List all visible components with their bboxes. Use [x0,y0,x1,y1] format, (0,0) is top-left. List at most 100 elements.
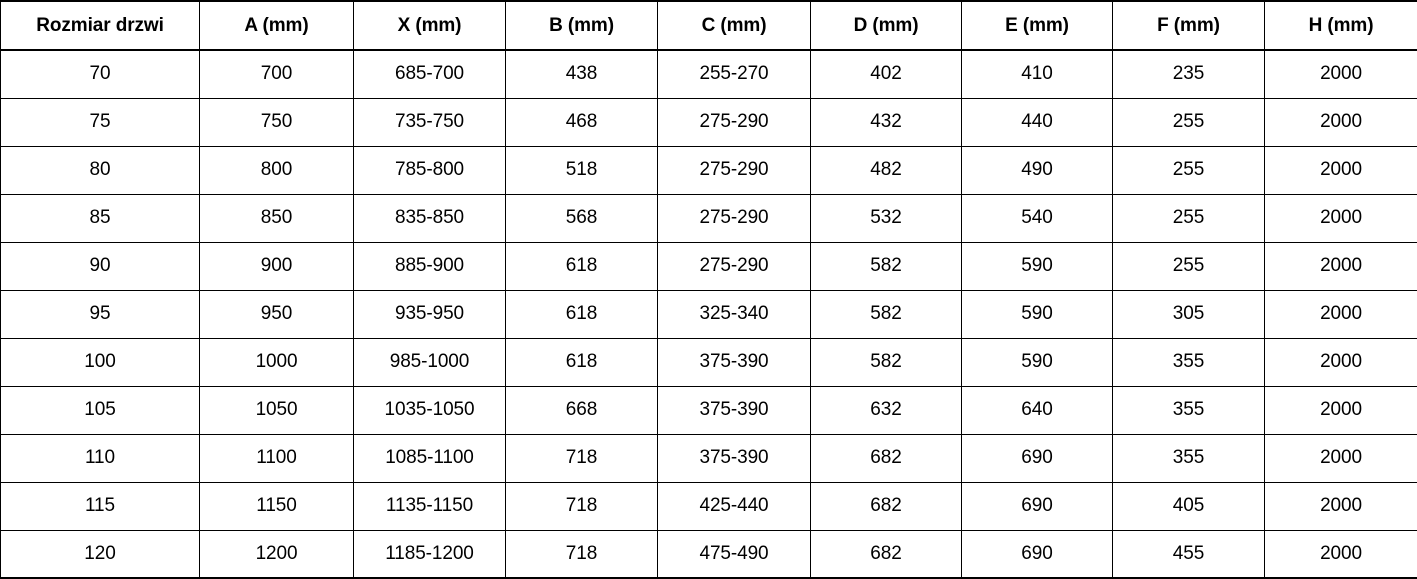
cell-size: 80 [1,146,200,194]
cell-c: 425-440 [658,482,811,530]
cell-x: 685-700 [354,50,506,98]
cell-e: 540 [962,194,1113,242]
cell-x: 1185-1200 [354,530,506,578]
column-header-b: B (mm) [506,1,658,50]
cell-a: 950 [200,290,354,338]
cell-c: 375-390 [658,434,811,482]
cell-h: 2000 [1265,50,1417,98]
cell-f: 235 [1113,50,1265,98]
cell-h: 2000 [1265,194,1417,242]
cell-x: 1085-1100 [354,434,506,482]
cell-c: 375-390 [658,386,811,434]
cell-d: 582 [811,242,962,290]
cell-size: 70 [1,50,200,98]
cell-f: 355 [1113,338,1265,386]
cell-size: 90 [1,242,200,290]
cell-f: 355 [1113,386,1265,434]
cell-e: 490 [962,146,1113,194]
cell-f: 405 [1113,482,1265,530]
cell-f: 355 [1113,434,1265,482]
cell-f: 455 [1113,530,1265,578]
cell-h: 2000 [1265,146,1417,194]
cell-size: 85 [1,194,200,242]
cell-x: 1135-1150 [354,482,506,530]
cell-d: 682 [811,434,962,482]
cell-e: 410 [962,50,1113,98]
cell-e: 590 [962,338,1113,386]
cell-size: 115 [1,482,200,530]
cell-a: 1100 [200,434,354,482]
cell-f: 255 [1113,194,1265,242]
cell-b: 618 [506,242,658,290]
cell-c: 255-270 [658,50,811,98]
cell-e: 690 [962,434,1113,482]
cell-d: 682 [811,482,962,530]
cell-d: 482 [811,146,962,194]
cell-f: 255 [1113,98,1265,146]
cell-size: 120 [1,530,200,578]
cell-h: 2000 [1265,242,1417,290]
cell-e: 440 [962,98,1113,146]
cell-d: 632 [811,386,962,434]
cell-d: 682 [811,530,962,578]
cell-c: 275-290 [658,242,811,290]
cell-c: 275-290 [658,146,811,194]
cell-d: 582 [811,338,962,386]
column-header-d: D (mm) [811,1,962,50]
column-header-size: Rozmiar drzwi [1,1,200,50]
table-header-row: Rozmiar drzwi A (mm) X (mm) B (mm) C (mm… [1,1,1417,50]
cell-e: 690 [962,482,1113,530]
cell-h: 2000 [1265,290,1417,338]
column-header-h: H (mm) [1265,1,1417,50]
column-header-c: C (mm) [658,1,811,50]
cell-a: 700 [200,50,354,98]
column-header-x: X (mm) [354,1,506,50]
column-header-e: E (mm) [962,1,1113,50]
cell-c: 375-390 [658,338,811,386]
cell-h: 2000 [1265,434,1417,482]
cell-e: 640 [962,386,1113,434]
cell-d: 432 [811,98,962,146]
cell-size: 95 [1,290,200,338]
cell-a: 1050 [200,386,354,434]
cell-c: 325-340 [658,290,811,338]
cell-x: 835-850 [354,194,506,242]
cell-x: 735-750 [354,98,506,146]
cell-h: 2000 [1265,530,1417,578]
cell-c: 275-290 [658,98,811,146]
cell-x: 985-1000 [354,338,506,386]
cell-size: 75 [1,98,200,146]
cell-h: 2000 [1265,98,1417,146]
cell-b: 618 [506,338,658,386]
column-header-a: A (mm) [200,1,354,50]
cell-b: 568 [506,194,658,242]
cell-size: 105 [1,386,200,434]
column-header-f: F (mm) [1113,1,1265,50]
cell-h: 2000 [1265,482,1417,530]
cell-b: 518 [506,146,658,194]
cell-f: 305 [1113,290,1265,338]
cell-b: 618 [506,290,658,338]
cell-d: 402 [811,50,962,98]
cell-b: 718 [506,434,658,482]
cell-a: 1200 [200,530,354,578]
cell-h: 2000 [1265,386,1417,434]
cell-e: 590 [962,242,1113,290]
cell-d: 582 [811,290,962,338]
cell-size: 100 [1,338,200,386]
cell-size: 110 [1,434,200,482]
table-header: Rozmiar drzwi A (mm) X (mm) B (mm) C (mm… [1,1,1417,50]
cell-a: 1000 [200,338,354,386]
cell-x: 885-900 [354,242,506,290]
cell-f: 255 [1113,146,1265,194]
